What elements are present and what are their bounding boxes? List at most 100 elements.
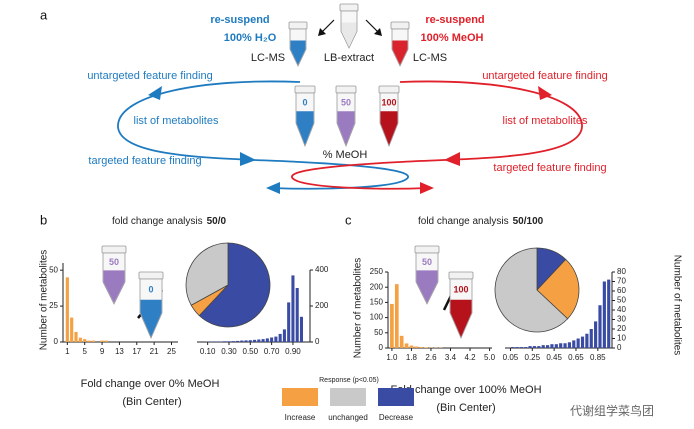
x-tick-label: 17 [132, 347, 141, 356]
y-tick-label: 50 [617, 296, 626, 305]
tube-cap [294, 85, 316, 94]
legend-label: Increase [285, 413, 316, 422]
arrowhead [444, 152, 460, 166]
arrowhead [318, 28, 326, 36]
y-tick-label: 20 [617, 324, 626, 333]
legend-swatch [378, 388, 414, 406]
bar [253, 339, 257, 342]
bar [563, 343, 567, 348]
tube-label: 0 [302, 97, 307, 107]
bar [594, 321, 598, 348]
left-title: re-suspend [210, 14, 269, 26]
y-tick-label: 200 [370, 282, 384, 291]
x-tick-label: 21 [150, 347, 159, 356]
right-step: untargeted feature finding [482, 70, 607, 82]
bar [409, 345, 414, 348]
y-tick-label: 250 [370, 267, 384, 276]
title-text: fold change analysis [418, 216, 509, 227]
pie-slice [198, 242, 271, 328]
x-tick-label: 9 [100, 347, 105, 356]
legend-label: unchanged [328, 413, 368, 422]
bar [532, 346, 537, 348]
left-step: untargeted feature finding [87, 70, 212, 82]
tube-label: 50 [341, 97, 351, 107]
bar [390, 303, 394, 348]
right-title: re-suspend [425, 14, 484, 26]
y-axis-label: Number of metabolites [39, 250, 50, 351]
tube-label: 50 [422, 257, 432, 267]
y-tick-label: 100 [370, 313, 384, 322]
bar [282, 329, 286, 342]
bar [559, 343, 563, 348]
x-tick-label: 1.0 [386, 353, 398, 362]
center-label: LB-extract [324, 52, 374, 64]
bar [78, 337, 82, 342]
tube-liquid [296, 111, 314, 145]
tube-cap [339, 3, 359, 12]
tube-liquid [341, 22, 357, 47]
bar [248, 340, 252, 342]
tube-cap [288, 21, 308, 30]
bar [270, 337, 274, 342]
x-tick-label: 1 [65, 347, 70, 356]
bar [576, 338, 580, 348]
x-tick-label: 0.50 [243, 347, 259, 356]
tube-cap [414, 245, 440, 254]
arrowhead [148, 86, 162, 100]
bar [580, 336, 585, 348]
bar [519, 347, 523, 348]
x-tick-label: 25 [167, 347, 176, 356]
left-step: list of metabolites [134, 115, 219, 127]
bar [287, 302, 291, 342]
x-tick-label: 2.6 [425, 353, 437, 362]
x-tick-label: 0.45 [546, 353, 562, 362]
bar [511, 347, 515, 348]
bar [598, 305, 602, 348]
right-method: LC-MS [413, 52, 447, 64]
tube-liquid [450, 299, 472, 337]
bar [74, 331, 78, 342]
x-tick-label: 0.25 [525, 353, 541, 362]
y-tick-label: 0 [379, 343, 384, 352]
tube-liquid [416, 270, 438, 303]
bar [265, 338, 269, 342]
bar [65, 277, 69, 342]
arrow [365, 19, 379, 33]
y-axis-label: Number of metabolites [353, 258, 364, 359]
arrowhead [420, 182, 434, 194]
right-step: list of metabolites [503, 115, 588, 127]
bar [515, 347, 519, 348]
x-tick-label: 0.65 [568, 353, 584, 362]
bar [227, 341, 231, 342]
x-tick-label: 5 [82, 347, 87, 356]
bar [231, 341, 235, 342]
bar [295, 288, 299, 342]
y-tick-label: 0 [315, 337, 320, 346]
bar [214, 341, 218, 342]
bar [261, 339, 265, 342]
y-tick-label: 80 [617, 267, 626, 276]
y2-axis-label: Number of metabolites [671, 255, 682, 356]
blue-loop [117, 80, 409, 190]
tube-cap [378, 85, 400, 94]
bar [291, 275, 295, 342]
pie-slice [536, 258, 580, 320]
x-tick-label: 0.10 [200, 347, 216, 356]
tube-cap [390, 21, 410, 30]
tube-axis: % MeOH [323, 149, 368, 161]
bar [550, 344, 554, 348]
tube-liquid [103, 270, 125, 303]
bar [223, 341, 227, 342]
bar [399, 335, 404, 348]
x-tick-label: 0.30 [221, 347, 237, 356]
y-tick-label: 70 [617, 277, 626, 286]
bar [602, 281, 606, 348]
bar [394, 284, 399, 348]
bar [524, 347, 528, 348]
tube-cap [335, 85, 357, 94]
bar [235, 340, 240, 342]
x-tick-label: 1.8 [406, 353, 418, 362]
bar [257, 339, 261, 342]
bar [424, 347, 428, 348]
